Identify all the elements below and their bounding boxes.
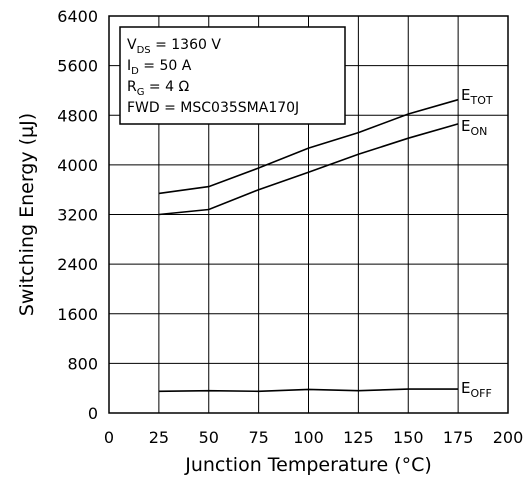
x-tick-labels: 0 25 50 75 100 125 150 175 200: [104, 428, 523, 447]
x-tick-label: 0: [104, 428, 114, 447]
x-tick-label: 150: [393, 428, 424, 447]
legend-line: RG = 4 Ω: [127, 79, 189, 98]
series-line-e-off: [158, 388, 459, 393]
x-tick-label: 125: [343, 428, 374, 447]
plot-frame: [108, 15, 509, 414]
series-labels: ETOT EON EOFF: [461, 86, 493, 400]
legend-line: VDS = 1360 V: [127, 37, 221, 56]
legend: VDS = 1360 V ID = 50 A RG = 4 Ω FWD = MSC03…: [119, 26, 346, 125]
x-tick-label: 50: [199, 428, 219, 447]
y-tick-label: 4000: [57, 156, 98, 175]
y-tick-label: 0: [88, 404, 98, 423]
x-tick-label: 25: [149, 428, 169, 447]
legend-line: FWD = MSC035SMA170J: [127, 100, 299, 116]
x-tick-label: 100: [293, 428, 324, 447]
series-label: ETOT: [461, 86, 493, 107]
y-tick-labels: 0 800 1600 2400 3200 4000 4800 5600 6400: [57, 7, 98, 423]
y-tick-label: 1600: [57, 305, 98, 324]
series-label: EOFF: [461, 379, 492, 400]
y-tick-label: 6400: [57, 7, 98, 26]
series-label: EON: [461, 117, 487, 138]
x-tick-label: 75: [248, 428, 268, 447]
y-tick-label: 5600: [57, 57, 98, 76]
x-tick-label: 200: [493, 428, 524, 447]
y-axis-label: Switching Energy (µJ): [16, 113, 38, 316]
y-tick-label: 2400: [57, 255, 98, 274]
series-line-e-on: [158, 123, 459, 216]
series-lines: [158, 98, 459, 393]
y-tick-label: 800: [67, 354, 98, 373]
x-tick-label: 175: [443, 428, 474, 447]
x-axis-label: Junction Temperature (°C): [184, 454, 432, 476]
series-line-e-tot: [158, 98, 459, 195]
y-tick-label: 3200: [57, 206, 98, 225]
legend-line: ID = 50 A: [127, 58, 192, 77]
y-tick-label: 4800: [57, 106, 98, 125]
legend-box: [119, 26, 346, 125]
